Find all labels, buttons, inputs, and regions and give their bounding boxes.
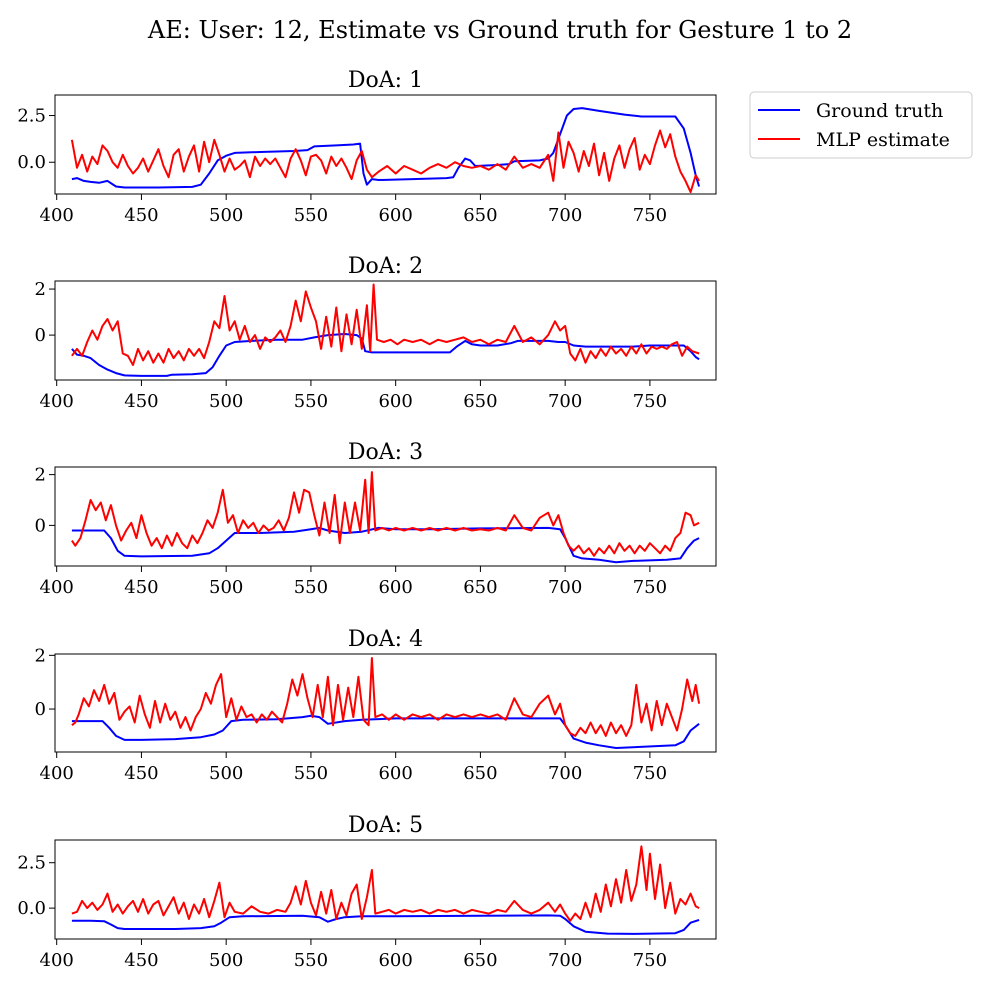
y-tick-label: 0.0 [17,152,46,173]
x-tick-label: 500 [209,577,243,598]
legend: Ground truth MLP estimate [749,91,973,159]
plot-frame [54,466,717,567]
series-line-mlp-estimate [71,283,700,366]
x-tick-label: 700 [548,391,582,412]
x-tick-label: 550 [294,763,328,784]
series-line-ground-truth [71,107,701,189]
series-line-mlp-estimate [70,129,700,194]
plot-frame [54,94,717,195]
x-tick-label: 550 [294,950,328,971]
x-tick-label: 400 [40,391,74,412]
subplot-title: DoA: 1 [348,68,423,93]
x-tick-label: 650 [463,950,497,971]
x-tick-label: 600 [378,205,412,226]
y-tick-label: 0 [35,325,46,346]
series-line-mlp-estimate [71,471,700,557]
x-tick-label: 500 [209,950,243,971]
x-tick-label: 650 [463,205,497,226]
subplot-title: DoA: 4 [348,627,423,652]
x-tick-label: 700 [548,205,582,226]
subplot-5: DoA: 5 400 450 500 550 600 650 700 750 0.0 2.5 [17,813,717,971]
figure-title: AE: User: 12, Estimate vs Ground truth f… [147,16,852,44]
x-tick-label: 450 [124,205,158,226]
series-line-mlp-estimate [71,845,700,922]
x-tick-label: 700 [548,950,582,971]
series-line-ground-truth [71,914,700,935]
legend-frame [749,91,973,159]
subplot-title: DoA: 3 [348,440,423,465]
subplot-title: DoA: 5 [348,813,423,838]
x-tick-label: 550 [294,577,328,598]
x-tick-label: 650 [463,391,497,412]
plot-frame [54,653,717,753]
series-line-mlp-estimate [71,657,701,737]
x-tick-label: 650 [463,763,497,784]
x-tick-label: 500 [209,205,243,226]
x-tick-label: 750 [633,950,667,971]
x-tick-label: 600 [378,577,412,598]
x-tick-label: 550 [294,391,328,412]
x-tick-label: 500 [209,763,243,784]
series-line-ground-truth [71,526,700,564]
x-tick-label: 400 [40,577,74,598]
subplot-3: DoA: 3 400 450 500 550 600 650 700 750 0 2 [35,440,717,598]
x-tick-label: 600 [378,391,412,412]
subplot-1: DoA: 1 400 450 500 550 600 650 700 750 0.0 2.5 [17,68,717,226]
series-line-ground-truth [71,714,700,749]
x-tick-label: 450 [124,577,158,598]
y-tick-label: 2 [35,645,46,666]
y-tick-label: 2 [35,465,46,486]
x-tick-label: 700 [548,763,582,784]
x-tick-label: 600 [378,950,412,971]
y-tick-label: 0 [35,515,46,536]
y-tick-label: 2.5 [17,106,46,127]
x-tick-label: 650 [463,577,497,598]
y-tick-label: 2.5 [17,853,46,874]
y-tick-label: 0.0 [17,898,46,919]
plot-frame [54,839,717,940]
y-tick-label: 0 [35,699,46,720]
x-tick-label: 750 [633,205,667,226]
x-tick-label: 450 [124,950,158,971]
subplot-2: DoA: 2 400 450 500 550 600 650 700 750 0 2 [35,254,717,412]
x-tick-label: 750 [633,763,667,784]
x-tick-label: 600 [378,763,412,784]
plot-frame [54,280,717,381]
x-tick-label: 750 [633,577,667,598]
x-tick-label: 550 [294,205,328,226]
legend-label-ground-truth: Ground truth [816,100,943,122]
y-tick-label: 2 [35,279,46,300]
x-tick-label: 500 [209,391,243,412]
subplot-title: DoA: 2 [348,254,423,279]
x-tick-label: 400 [40,763,74,784]
x-tick-label: 400 [40,950,74,971]
series-line-ground-truth [71,333,700,377]
subplot-4: DoA: 4 400 450 500 550 600 650 700 750 0 2 [35,627,717,784]
x-tick-label: 400 [40,205,74,226]
x-tick-label: 450 [124,763,158,784]
x-tick-label: 700 [548,577,582,598]
x-tick-label: 750 [633,391,667,412]
legend-label-mlp-estimate: MLP estimate [816,129,950,151]
x-tick-label: 450 [124,391,158,412]
